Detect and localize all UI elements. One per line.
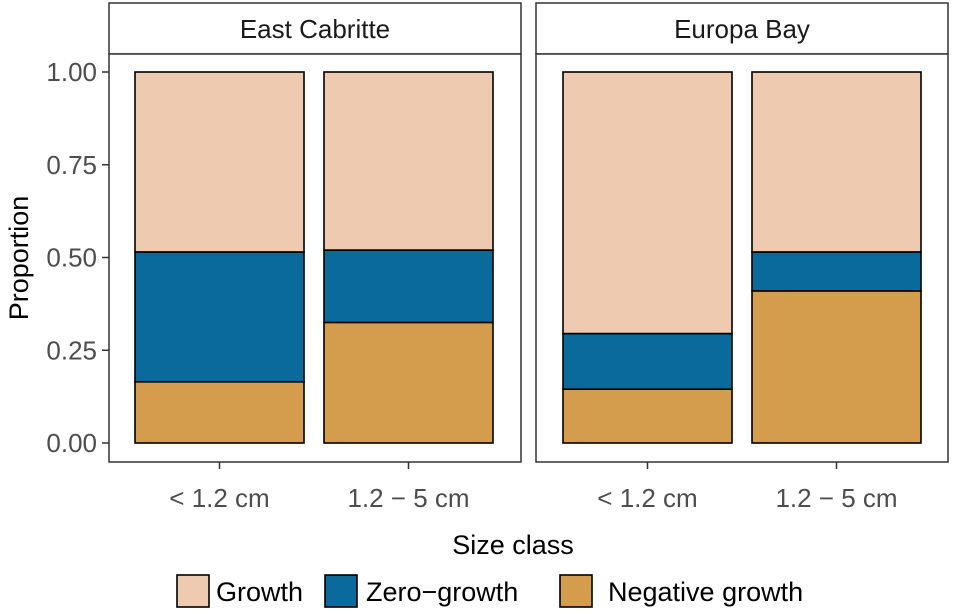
legend-label: Growth [216,577,303,607]
x-axis-title: Size class [452,530,574,560]
x-tick-label: < 1.2 cm [597,483,697,513]
facet-europa-bay: Europa Bay < 1.2 cm 1.2 − 5 cm [535,2,949,513]
legend-item-growth: Growth [176,574,303,608]
bar-growth-east-cabritte-large [323,71,494,251]
legend-key [559,574,593,608]
legend-label: Negative growth [608,577,803,607]
bar-zero-growth-europa-bay-small [562,332,733,391]
bar-zero-growth-europa-bay-large [751,251,922,292]
bar-negative-growth-east-cabritte-small [134,380,305,444]
facet-strip [108,2,522,55]
bar-negative-growth-europa-bay-small [562,388,733,444]
bar-negative-growth-europa-bay-large [751,290,922,444]
y-axis-title: Proportion [4,196,34,321]
facet-east-cabritte: East Cabritte < 1.2 cm 1.2 − 5 cm [108,2,522,513]
legend: Growth Zero−growth Negative growth [176,574,803,608]
y-tick-label: 0.00 [46,428,97,458]
bar-growth-europa-bay-large [751,71,922,253]
facet-strip [535,2,949,55]
y-tick-label: 0.25 [46,335,97,365]
legend-item-zero-growth: Zero−growth [324,574,518,608]
facet-title: Europa Bay [674,14,810,44]
bar-negative-growth-east-cabritte-large [323,321,494,444]
x-tick-label: 1.2 − 5 cm [775,483,897,513]
facet-title: East Cabritte [240,14,390,44]
y-tick-label: 1.00 [46,57,97,87]
x-tick-label: 1.2 − 5 cm [347,483,469,513]
bar-zero-growth-east-cabritte-large [323,249,494,324]
legend-label: Zero−growth [366,577,518,607]
y-tick-label: 0.50 [46,243,97,273]
y-tick-label: 0.75 [46,150,97,180]
bar-growth-east-cabritte-small [134,71,305,253]
bar-growth-europa-bay-small [562,71,733,335]
y-axis: 0.00 0.25 0.50 0.75 1.00 [46,57,109,458]
legend-key [176,574,210,608]
legend-key [324,574,358,608]
bar-zero-growth-east-cabritte-small [134,251,305,383]
x-tick-label: < 1.2 cm [169,483,269,513]
legend-item-negative-growth: Negative growth [559,574,803,608]
